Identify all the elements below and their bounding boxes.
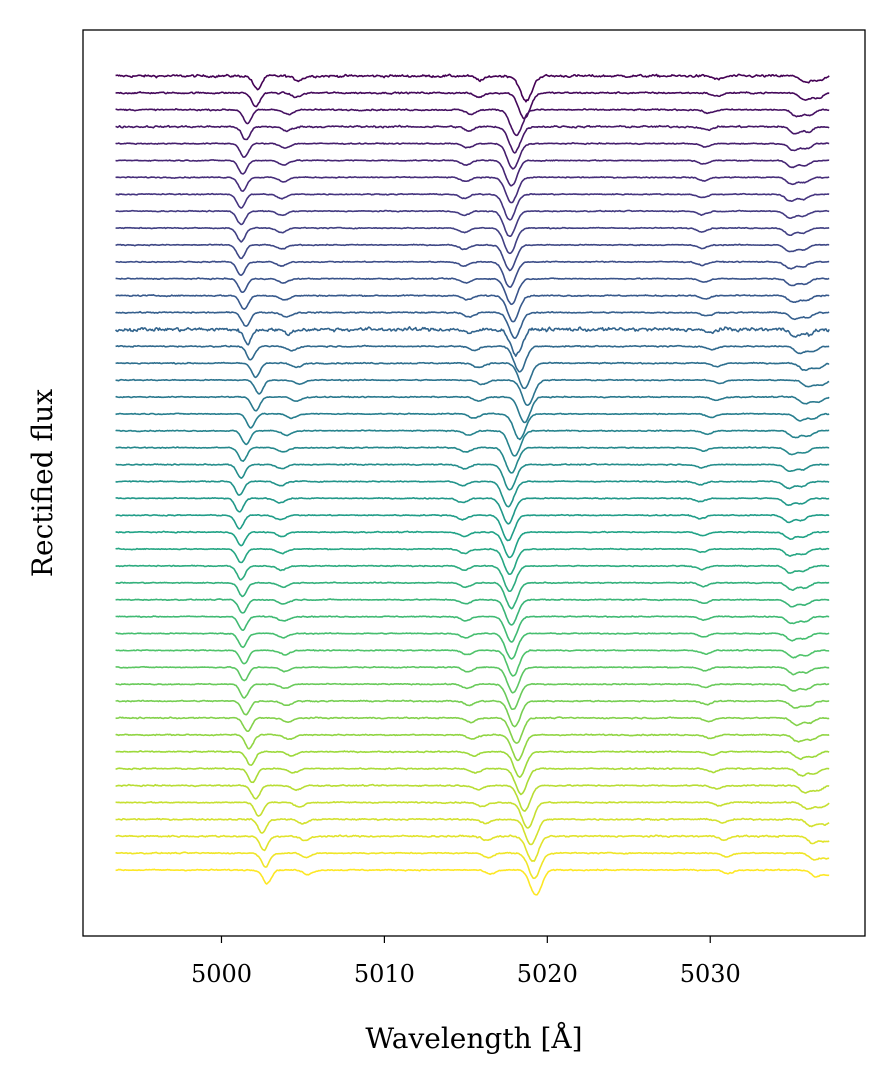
spectrum-line (115, 480, 830, 508)
spectrum-line (115, 260, 830, 288)
spectrum-line (115, 243, 830, 272)
x-axis-ticks: 5000 5010 5020 5030 (191, 936, 741, 988)
spectrum-line (115, 699, 830, 728)
spectra-series-group (114, 73, 830, 896)
spectrum-line (115, 226, 830, 255)
spectrum-line (115, 530, 830, 559)
spectrum-line (115, 665, 830, 694)
spectrum-line (115, 648, 830, 677)
spectrum-line (115, 310, 830, 340)
x-tick-label: 5020 (517, 960, 578, 988)
spectrum-line (115, 851, 830, 880)
spectrum-line (115, 108, 830, 137)
spectrum-line (115, 632, 830, 660)
spectrum-line (115, 294, 830, 323)
spectrum-line (115, 159, 830, 187)
spectrum-line (115, 378, 830, 406)
y-axis-label: Rectified flux (26, 389, 59, 577)
spectrum-line (115, 716, 830, 744)
spectrum-line (115, 192, 830, 221)
spectrum-line (115, 767, 830, 796)
spectrum-line (115, 277, 830, 306)
x-tick-label: 5000 (191, 960, 252, 988)
spectrum-line (115, 412, 830, 441)
spectrum-line (115, 141, 830, 170)
x-axis-label: Wavelength [Å] (365, 1022, 582, 1055)
spectrum-line (115, 581, 830, 610)
spectrum-line (115, 547, 830, 575)
spectrum-line (115, 124, 830, 154)
spectrum-line (115, 175, 830, 204)
spectrum-line (115, 429, 830, 457)
spectrum-line (115, 834, 830, 862)
spectrum-line (115, 496, 830, 525)
spectrum-line (115, 564, 830, 593)
spectrum-line (115, 598, 830, 626)
x-tick-label: 5030 (680, 960, 741, 988)
spectrum-line (115, 682, 830, 711)
spectrum-line (115, 800, 830, 829)
spectrum-line (115, 344, 830, 373)
spectrum-line (115, 750, 830, 778)
spectrum-line (115, 91, 830, 120)
x-tick-label: 5010 (354, 960, 415, 988)
spectrum-line (115, 513, 830, 542)
plot-area-frame (82, 29, 866, 937)
spectrum-line (114, 326, 830, 357)
spectrum-line (115, 446, 830, 474)
spectrum-line (115, 462, 830, 491)
spectrum-line (115, 817, 830, 846)
spectrum-line (115, 395, 830, 424)
spectrum-line (115, 361, 830, 390)
spectrum-line (115, 783, 830, 812)
spectrum-line (115, 209, 830, 237)
spectrum-line (115, 868, 830, 896)
spectrum-line (115, 733, 830, 762)
spectrum-line (115, 615, 830, 643)
spectrum-line (115, 73, 830, 103)
